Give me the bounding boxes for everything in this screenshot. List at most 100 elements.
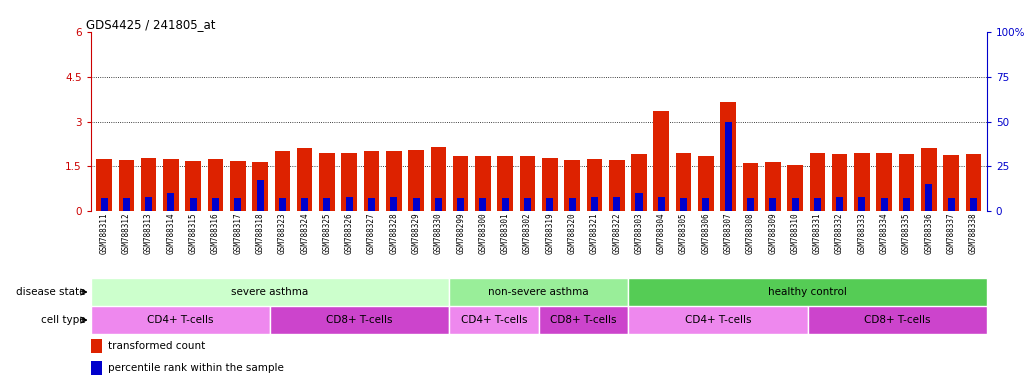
Bar xyxy=(386,151,402,211)
Bar xyxy=(613,197,620,211)
Text: CD8+ T-cells: CD8+ T-cells xyxy=(864,315,930,325)
Bar xyxy=(877,153,892,211)
Bar xyxy=(720,102,736,211)
Text: GSM788319: GSM788319 xyxy=(545,213,554,255)
Bar xyxy=(725,121,731,211)
Bar xyxy=(256,180,264,211)
Text: GSM788321: GSM788321 xyxy=(590,213,598,255)
Bar xyxy=(808,306,987,334)
Text: GSM788317: GSM788317 xyxy=(233,213,242,255)
Text: GSM788329: GSM788329 xyxy=(412,213,420,255)
Text: transformed count: transformed count xyxy=(108,341,205,351)
Text: percentile rank within the sample: percentile rank within the sample xyxy=(108,363,283,373)
Bar xyxy=(903,198,909,211)
Text: disease state: disease state xyxy=(16,287,85,297)
Text: GSM788304: GSM788304 xyxy=(657,213,665,255)
Bar xyxy=(101,198,107,211)
Bar xyxy=(431,147,446,211)
Text: CD4+ T-cells: CD4+ T-cells xyxy=(460,315,527,325)
Bar xyxy=(453,156,469,211)
Bar xyxy=(91,339,102,353)
Text: CD8+ T-cells: CD8+ T-cells xyxy=(327,315,392,325)
Bar xyxy=(297,148,312,211)
Text: healthy control: healthy control xyxy=(768,287,847,297)
Bar xyxy=(123,198,130,211)
Bar xyxy=(118,160,134,211)
Bar xyxy=(190,198,197,211)
Bar xyxy=(275,151,290,211)
Text: GSM788310: GSM788310 xyxy=(791,213,799,255)
Bar xyxy=(943,155,959,211)
Text: GSM788320: GSM788320 xyxy=(568,213,577,255)
Bar xyxy=(542,158,557,211)
Bar xyxy=(212,198,219,211)
Bar xyxy=(858,197,865,211)
Bar xyxy=(769,198,777,211)
Bar xyxy=(323,198,331,211)
Text: GSM788312: GSM788312 xyxy=(122,213,131,255)
Bar xyxy=(965,154,982,211)
Text: GSM788323: GSM788323 xyxy=(278,213,286,255)
Bar xyxy=(702,198,710,211)
Bar xyxy=(948,198,955,211)
Text: cell type: cell type xyxy=(41,315,85,325)
Text: GSM788315: GSM788315 xyxy=(188,213,198,255)
Bar xyxy=(502,198,509,211)
Text: CD4+ T-cells: CD4+ T-cells xyxy=(147,315,213,325)
Bar xyxy=(408,150,424,211)
Bar xyxy=(91,306,270,334)
Bar xyxy=(252,162,268,211)
Text: CD4+ T-cells: CD4+ T-cells xyxy=(685,315,751,325)
Bar xyxy=(832,154,848,211)
Bar xyxy=(91,361,102,375)
Text: GSM788301: GSM788301 xyxy=(501,213,510,255)
Bar xyxy=(270,306,449,334)
Bar xyxy=(787,165,802,211)
Text: GSM788328: GSM788328 xyxy=(389,213,399,255)
Bar xyxy=(814,198,821,211)
Text: GDS4425 / 241805_at: GDS4425 / 241805_at xyxy=(87,18,215,31)
Bar xyxy=(628,278,987,306)
Bar xyxy=(364,151,379,211)
Bar xyxy=(636,193,643,211)
Bar xyxy=(163,159,178,211)
Bar xyxy=(390,197,398,211)
Text: non-severe asthma: non-severe asthma xyxy=(488,287,589,297)
Bar xyxy=(168,193,174,211)
Bar xyxy=(628,306,808,334)
Text: GSM788316: GSM788316 xyxy=(211,213,220,255)
Bar xyxy=(925,184,932,211)
Text: GSM788302: GSM788302 xyxy=(523,213,533,255)
Bar xyxy=(747,198,754,211)
Bar xyxy=(899,154,915,211)
Bar xyxy=(301,198,308,211)
Bar xyxy=(279,198,286,211)
Bar xyxy=(234,198,241,211)
Bar xyxy=(564,160,580,211)
Text: GSM788306: GSM788306 xyxy=(701,213,711,255)
Text: GSM788324: GSM788324 xyxy=(300,213,309,255)
Bar xyxy=(658,197,664,211)
Bar xyxy=(368,198,375,211)
Text: GSM788333: GSM788333 xyxy=(857,213,866,255)
Bar xyxy=(449,278,628,306)
Bar xyxy=(145,197,152,211)
Bar xyxy=(587,159,603,211)
Text: GSM788338: GSM788338 xyxy=(969,213,977,255)
Text: GSM788334: GSM788334 xyxy=(880,213,889,255)
Bar xyxy=(676,153,691,211)
Bar xyxy=(653,111,670,211)
Text: GSM788330: GSM788330 xyxy=(434,213,443,255)
Bar xyxy=(539,306,628,334)
Bar xyxy=(341,153,357,211)
Bar xyxy=(208,159,224,211)
Text: GSM788336: GSM788336 xyxy=(924,213,933,255)
Text: GSM788327: GSM788327 xyxy=(367,213,376,255)
Bar xyxy=(141,158,157,211)
Bar xyxy=(475,156,490,211)
Bar xyxy=(765,162,781,211)
Bar xyxy=(413,198,419,211)
Bar xyxy=(185,161,201,211)
Text: GSM788332: GSM788332 xyxy=(835,213,845,255)
Bar xyxy=(791,198,798,211)
